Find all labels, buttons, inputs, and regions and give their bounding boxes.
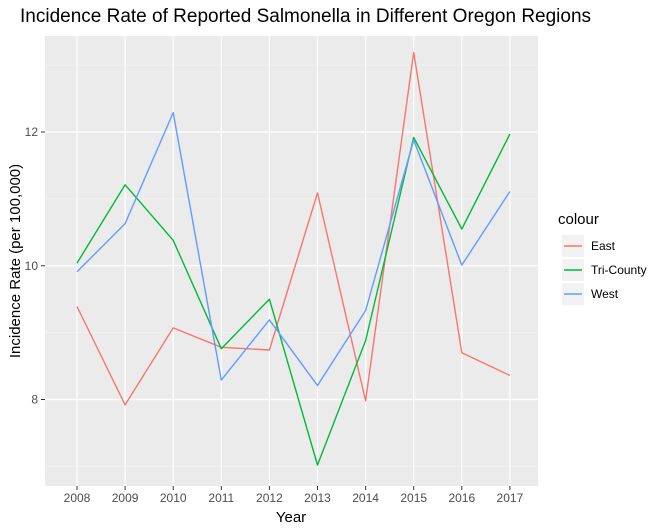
y-axis-title: Incidence Rate (per 100,000)	[7, 164, 24, 358]
x-tick-label: 2008	[64, 491, 91, 505]
x-tick-label: 2014	[352, 491, 379, 505]
legend-label: West	[591, 287, 619, 301]
grid-lines	[45, 36, 538, 486]
x-tick-label: 2013	[304, 491, 331, 505]
x-tick-label: 2011	[208, 491, 234, 505]
x-tick-label: 2016	[448, 491, 475, 505]
legend-label: East	[591, 239, 616, 253]
plot-panel	[45, 36, 538, 486]
x-tick-label: 2012	[256, 491, 283, 505]
y-tick-label: 10	[25, 259, 39, 273]
x-tick-label: 2017	[497, 491, 524, 505]
axis-ticks: 8 10 12 2008 2009 2010 2011 2012 2013 2014 2015 201…	[25, 125, 524, 505]
x-axis-title: Year	[276, 509, 306, 526]
legend: colour East Tri-County West	[558, 211, 647, 305]
series-line-west	[76, 111, 511, 387]
chart-title: Incidence Rate of Reported Salmonella in…	[20, 6, 591, 27]
y-tick-label: 8	[31, 393, 38, 407]
series-lines	[76, 51, 511, 466]
legend-items: East Tri-County West	[562, 235, 647, 305]
y-tick-label: 12	[25, 125, 39, 139]
x-tick-label: 2015	[400, 491, 427, 505]
legend-title: colour	[558, 211, 599, 228]
x-tick-label: 2010	[160, 491, 187, 505]
series-line-tri-county	[76, 133, 511, 466]
x-tick-label: 2009	[112, 491, 139, 505]
legend-label: Tri-County	[591, 263, 647, 277]
